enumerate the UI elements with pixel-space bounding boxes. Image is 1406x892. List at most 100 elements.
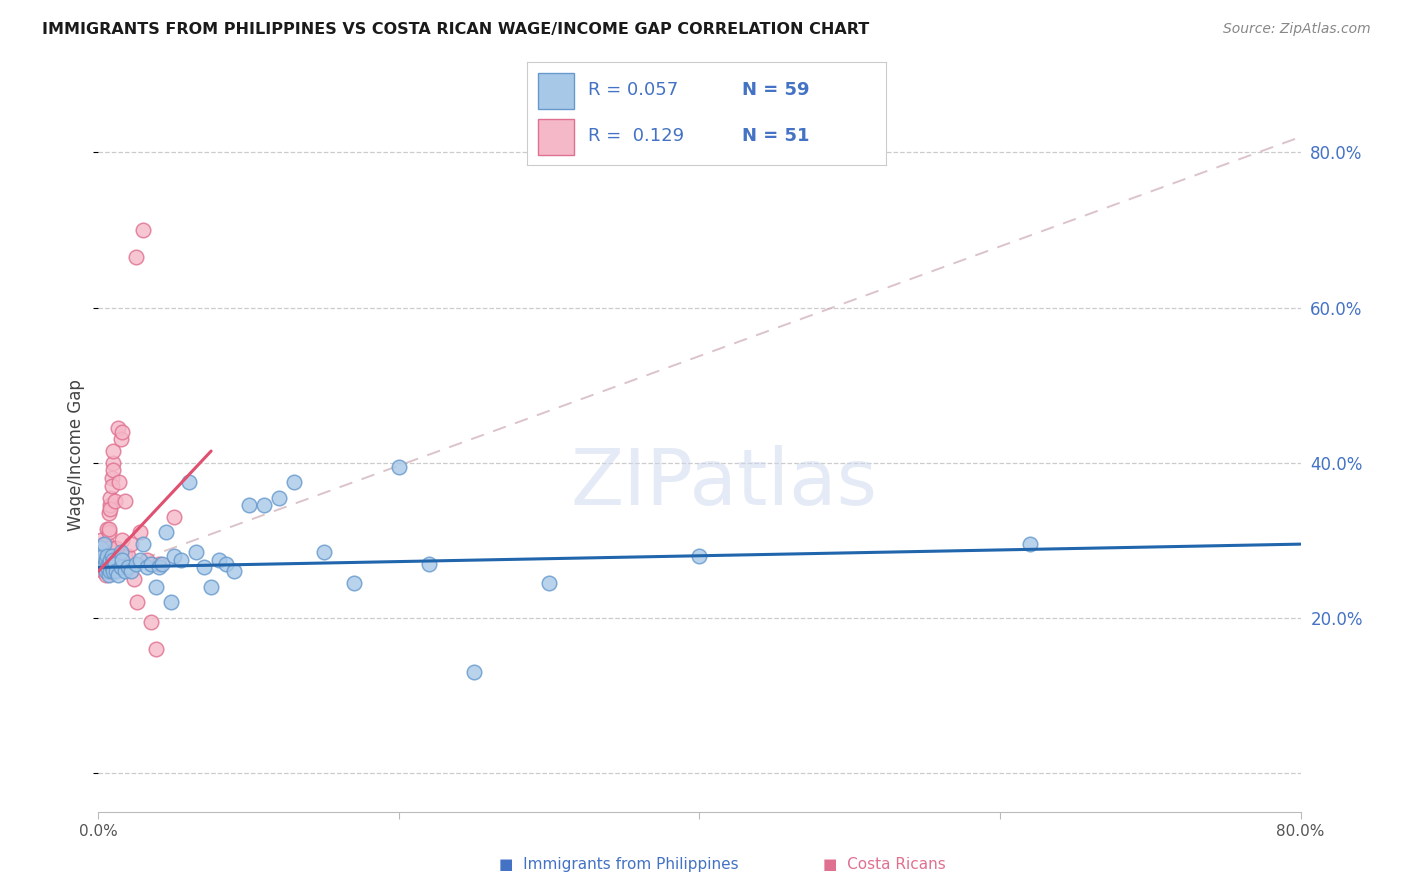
Point (97, 506, 120, 520)
Point (124, 572, 146, 586)
Point (145, 641, 167, 656)
Point (215, 557, 238, 571)
Point (108, 475, 131, 489)
Point (94, 557, 117, 571)
Text: N = 51: N = 51 (742, 128, 810, 145)
Point (114, 494, 136, 508)
Point (177, 475, 200, 489)
Point (97, 557, 120, 571)
Point (90, 549, 112, 563)
Point (96, 537, 118, 551)
Point (110, 433, 132, 447)
Point (111, 533, 134, 548)
Point (89, 545, 111, 559)
Point (343, 575, 366, 590)
Point (100, 491, 122, 505)
Point (93, 560, 115, 574)
Text: ZIPatlas: ZIPatlas (569, 445, 877, 522)
Point (91, 557, 114, 571)
Point (148, 560, 170, 574)
Text: IMMIGRANTS FROM PHILIPPINES VS COSTA RICAN WAGE/INCOME GAP CORRELATION CHART: IMMIGRANTS FROM PHILIPPINES VS COSTA RIC… (42, 22, 869, 37)
Point (97, 541, 120, 555)
Point (93, 549, 115, 563)
Text: ■  Immigrants from Philippines: ■ Immigrants from Philippines (499, 857, 738, 872)
Point (100, 564, 122, 578)
Point (90, 541, 112, 555)
Point (91, 557, 114, 571)
Point (110, 545, 132, 559)
Point (97, 568, 120, 582)
Point (103, 463, 125, 477)
Point (114, 549, 136, 563)
Point (100, 552, 122, 566)
Point (125, 250, 148, 264)
Point (283, 475, 305, 489)
Point (135, 560, 157, 574)
Point (110, 552, 132, 566)
Point (93, 560, 115, 574)
Point (94, 552, 117, 566)
Point (129, 552, 152, 566)
Text: R = 0.057: R = 0.057 (588, 81, 679, 99)
Point (125, 557, 148, 571)
Point (1019, 537, 1042, 551)
Point (689, 549, 711, 563)
Point (312, 545, 335, 559)
Point (96, 560, 118, 574)
Point (121, 564, 143, 578)
Point (117, 549, 139, 563)
Point (208, 552, 231, 566)
Point (139, 615, 162, 629)
Point (103, 456, 125, 470)
Point (129, 525, 152, 540)
Text: N = 59: N = 59 (742, 81, 810, 99)
Point (148, 557, 170, 571)
Point (111, 552, 134, 566)
Point (103, 564, 125, 578)
Point (90, 560, 112, 574)
Point (117, 560, 139, 574)
Point (90, 552, 112, 566)
Point (114, 564, 136, 578)
Point (89, 545, 111, 559)
Point (267, 491, 290, 505)
Point (110, 560, 132, 574)
Point (91, 549, 114, 563)
Point (97, 522, 120, 536)
Point (107, 421, 129, 435)
Point (162, 549, 184, 563)
Point (96, 549, 118, 563)
Point (170, 552, 193, 566)
Point (96, 522, 118, 536)
Point (104, 494, 127, 508)
Point (159, 595, 181, 609)
Point (89, 557, 111, 571)
Point (93, 537, 115, 551)
Point (222, 564, 245, 578)
Point (93, 537, 115, 551)
Point (145, 580, 167, 594)
Point (162, 510, 184, 524)
Point (105, 541, 128, 555)
Point (91, 564, 114, 578)
Point (193, 560, 215, 574)
Point (111, 425, 134, 439)
Point (100, 502, 122, 516)
Y-axis label: Wage/Income Gap: Wage/Income Gap (67, 379, 86, 531)
Point (94, 541, 117, 555)
Point (538, 575, 561, 590)
Point (135, 552, 157, 566)
Point (101, 479, 124, 493)
Point (96, 549, 118, 563)
Point (94, 568, 117, 582)
Point (101, 471, 124, 485)
Point (388, 459, 411, 474)
Text: ■  Costa Ricans: ■ Costa Ricans (823, 857, 945, 872)
Point (127, 595, 149, 609)
Point (139, 557, 162, 571)
Point (97, 525, 120, 540)
Point (200, 580, 222, 594)
Point (91, 545, 114, 559)
FancyBboxPatch shape (538, 73, 574, 109)
Point (132, 537, 155, 551)
